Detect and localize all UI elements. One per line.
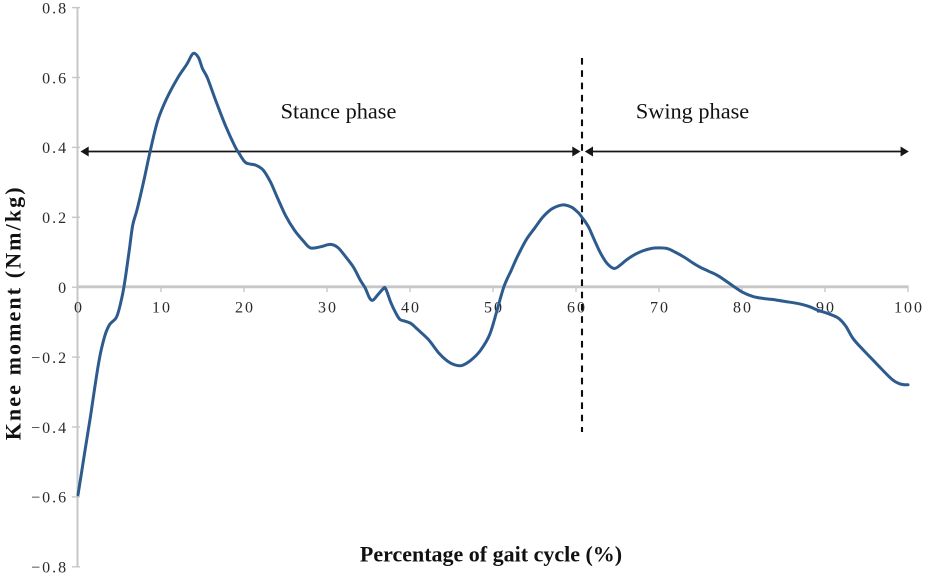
svg-text:−0.8: −0.8 xyxy=(31,560,68,577)
svg-text:Stance phase: Stance phase xyxy=(281,99,397,124)
svg-text:50: 50 xyxy=(484,299,504,316)
svg-text:40: 40 xyxy=(401,299,421,316)
svg-text:80: 80 xyxy=(733,299,753,316)
svg-text:−0.6: −0.6 xyxy=(31,490,68,507)
svg-text:Swing phase: Swing phase xyxy=(636,99,749,124)
svg-text:100: 100 xyxy=(894,299,924,316)
svg-text:−0.4: −0.4 xyxy=(31,420,68,437)
svg-text:Knee moment (Nm/kg): Knee moment (Nm/kg) xyxy=(1,185,26,440)
svg-text:0: 0 xyxy=(74,299,84,316)
svg-text:0.8: 0.8 xyxy=(42,0,68,17)
svg-text:0.4: 0.4 xyxy=(42,140,68,157)
svg-text:−0.2: −0.2 xyxy=(31,350,68,367)
svg-text:0: 0 xyxy=(58,280,68,297)
svg-text:70: 70 xyxy=(650,299,670,316)
svg-text:Percentage of gait cycle (%): Percentage of gait cycle (%) xyxy=(360,542,622,567)
svg-text:10: 10 xyxy=(152,299,172,316)
svg-text:60: 60 xyxy=(567,299,587,316)
svg-text:20: 20 xyxy=(235,299,255,316)
svg-text:30: 30 xyxy=(318,299,338,316)
svg-text:0.6: 0.6 xyxy=(42,70,68,87)
svg-text:0.2: 0.2 xyxy=(42,210,68,227)
